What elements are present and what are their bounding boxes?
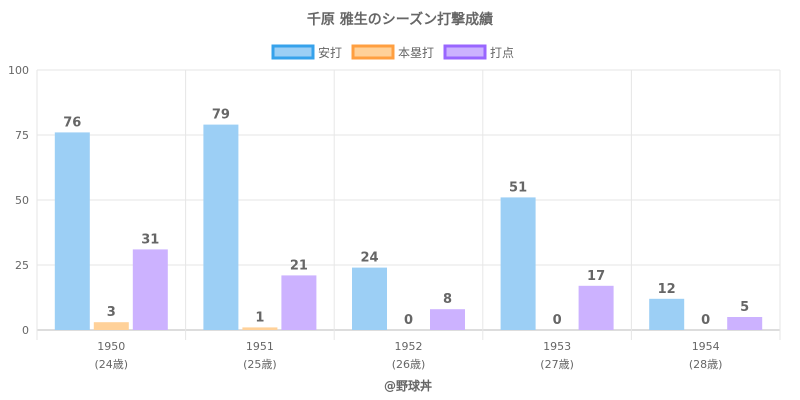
x-tick-label: 1951 bbox=[246, 340, 274, 353]
x-tick-sublabel: (24歳) bbox=[95, 358, 129, 371]
data-label-home-runs: 1 bbox=[255, 310, 264, 325]
legend-label-hr: 本塁打 bbox=[398, 46, 434, 60]
data-label-rbi: 8 bbox=[443, 292, 452, 307]
x-tick-sublabel: (26歳) bbox=[392, 358, 426, 371]
legend-swatch-rbi bbox=[443, 44, 487, 60]
bar-rbi bbox=[281, 275, 317, 330]
data-label-hits: 51 bbox=[509, 180, 527, 195]
legend: 安打 本塁打 打点 bbox=[271, 44, 514, 60]
x-tick-label: 1953 bbox=[543, 340, 571, 353]
bar-home-runs bbox=[93, 322, 129, 330]
data-label-rbi: 31 bbox=[141, 232, 159, 247]
y-axis-ticks: 0 25 50 75 100 bbox=[8, 64, 29, 337]
data-label-rbi: 21 bbox=[290, 258, 308, 273]
watermark-label: @野球丼 bbox=[384, 378, 432, 393]
x-tick-sublabel: (27歳) bbox=[540, 358, 574, 371]
legend-label-hits: 安打 bbox=[318, 45, 342, 60]
bar-rbi bbox=[578, 285, 614, 330]
data-label-home-runs: 0 bbox=[701, 313, 710, 328]
data-label-home-runs: 3 bbox=[107, 305, 116, 320]
bar-hits bbox=[500, 197, 536, 330]
y-tick-label: 0 bbox=[22, 324, 29, 337]
y-tick-label: 75 bbox=[15, 129, 29, 142]
y-tick-label: 50 bbox=[15, 194, 29, 207]
y-tick-label: 100 bbox=[8, 64, 29, 77]
x-axis-ticks: 1950 (24歳) 1951 (25歳) 1952 (26歳) 1953 (27歳) 1954… bbox=[95, 340, 723, 371]
data-label-hits: 12 bbox=[658, 282, 676, 297]
data-labels: 76 3 31 79 1 21 24 0 8 51 0 17 12 0 5 bbox=[63, 108, 749, 328]
y-tick-label: 25 bbox=[15, 259, 29, 272]
bars bbox=[54, 124, 763, 330]
data-label-home-runs: 0 bbox=[404, 313, 413, 328]
x-tick-sublabel: (28歳) bbox=[689, 358, 723, 371]
bar-rbi bbox=[132, 249, 168, 330]
data-label-rbi: 17 bbox=[587, 269, 605, 284]
x-tick-label: 1954 bbox=[692, 340, 720, 353]
x-tick-sublabel: (25歳) bbox=[243, 358, 277, 371]
chart-title: 千原 雅生のシーズン打撃成績 bbox=[307, 11, 493, 28]
data-label-hits: 76 bbox=[63, 115, 81, 130]
x-tick-label: 1952 bbox=[395, 340, 423, 353]
bar-hits bbox=[203, 124, 239, 330]
data-label-hits: 24 bbox=[360, 251, 378, 266]
data-label-home-runs: 0 bbox=[553, 313, 562, 328]
bar-hits bbox=[352, 267, 387, 330]
x-tick-label: 1950 bbox=[97, 340, 125, 353]
legend-swatch-hr bbox=[351, 44, 395, 60]
bar-hits bbox=[54, 132, 90, 330]
data-label-hits: 79 bbox=[212, 108, 230, 123]
bar-rbi bbox=[430, 309, 465, 330]
legend-label-rbi: 打点 bbox=[490, 46, 514, 60]
data-label-rbi: 5 bbox=[740, 300, 749, 315]
legend-swatch-hits bbox=[271, 44, 315, 60]
bar-rbi bbox=[727, 317, 763, 330]
bar-hits bbox=[649, 298, 685, 330]
bar-home-runs bbox=[242, 327, 278, 330]
